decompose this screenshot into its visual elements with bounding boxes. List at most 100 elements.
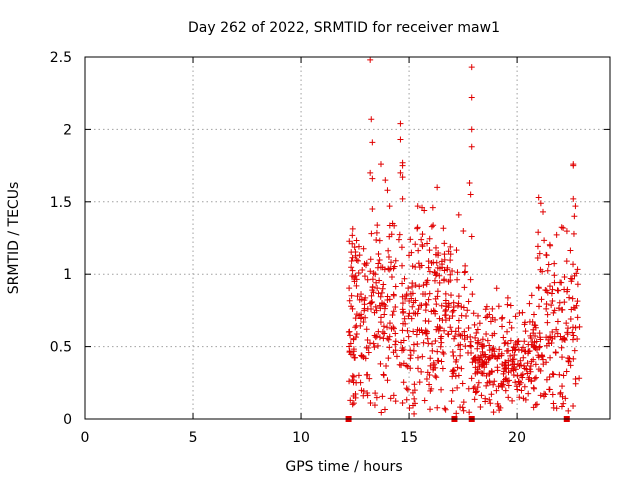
data-point xyxy=(432,244,439,251)
data-point xyxy=(410,299,417,306)
data-point-outlier xyxy=(397,136,404,143)
x-tick-label: 15 xyxy=(400,430,418,446)
data-point xyxy=(373,307,380,314)
data-point xyxy=(532,401,539,408)
data-point xyxy=(447,251,454,258)
data-point xyxy=(367,340,374,347)
data-point xyxy=(360,318,367,325)
data-point xyxy=(367,256,374,263)
data-point xyxy=(425,258,432,265)
data-point xyxy=(430,222,437,229)
data-point xyxy=(426,268,433,275)
data-point xyxy=(554,287,561,294)
data-point xyxy=(353,257,360,264)
data-point-outlier xyxy=(397,169,404,176)
data-point xyxy=(514,386,521,393)
data-point xyxy=(488,391,495,398)
data-point xyxy=(408,295,415,302)
data-point xyxy=(537,392,544,399)
data-point xyxy=(534,255,541,262)
data-point xyxy=(447,277,454,284)
data-point xyxy=(392,330,399,337)
data-point xyxy=(487,400,494,407)
data-point xyxy=(450,352,457,359)
data-point xyxy=(402,295,409,302)
data-point xyxy=(518,387,525,394)
data-point xyxy=(520,395,527,402)
data-point xyxy=(519,309,526,316)
data-point xyxy=(385,336,392,343)
data-point xyxy=(404,363,411,370)
data-point xyxy=(483,382,490,389)
data-point xyxy=(563,368,570,375)
data-point xyxy=(535,354,542,361)
data-point xyxy=(447,243,454,250)
data-point xyxy=(350,336,357,343)
data-point-outlier xyxy=(414,203,421,210)
data-point xyxy=(369,284,376,291)
data-point xyxy=(532,361,539,368)
data-point xyxy=(574,266,581,273)
data-point xyxy=(570,230,577,237)
data-point xyxy=(502,339,509,346)
data-point xyxy=(569,295,576,302)
data-point xyxy=(538,296,545,303)
data-point xyxy=(551,279,558,286)
data-point xyxy=(563,228,570,235)
data-point xyxy=(569,324,576,331)
data-point xyxy=(390,392,397,399)
data-point xyxy=(472,334,479,341)
data-point xyxy=(454,302,461,309)
data-point xyxy=(521,338,528,345)
data-point xyxy=(399,262,406,269)
data-point xyxy=(431,277,438,284)
data-point xyxy=(557,391,564,398)
data-point xyxy=(490,409,497,416)
data-point xyxy=(479,348,486,355)
data-point xyxy=(449,349,456,356)
data-point xyxy=(372,303,379,310)
data-point xyxy=(413,331,420,338)
data-point-outlier xyxy=(377,161,384,168)
data-point xyxy=(543,305,550,312)
data-point xyxy=(518,347,525,354)
data-point xyxy=(399,327,406,334)
x-tick-label: 20 xyxy=(508,430,526,446)
data-point xyxy=(359,266,366,273)
data-point xyxy=(419,231,426,238)
data-point xyxy=(349,377,356,384)
data-point-outlier xyxy=(468,126,475,133)
data-point xyxy=(478,341,485,348)
data-point xyxy=(516,381,523,388)
data-point xyxy=(503,347,510,354)
data-point xyxy=(352,354,359,361)
data-point xyxy=(358,352,365,359)
data-point xyxy=(419,329,426,336)
data-point-outlier xyxy=(399,162,406,169)
data-point xyxy=(415,306,422,313)
data-point xyxy=(498,315,505,322)
data-point xyxy=(378,289,385,296)
data-point-outlier xyxy=(467,191,474,198)
data-point xyxy=(561,299,568,306)
data-point xyxy=(376,257,383,264)
data-point xyxy=(380,281,387,288)
data-point xyxy=(532,332,539,339)
data-point xyxy=(444,266,451,273)
data-point xyxy=(569,336,576,343)
data-point xyxy=(473,388,480,395)
data-point xyxy=(507,352,514,359)
data-point xyxy=(353,330,360,337)
data-point xyxy=(363,262,370,269)
data-point xyxy=(521,383,528,390)
data-point xyxy=(362,355,369,362)
data-point xyxy=(375,250,382,257)
data-point xyxy=(572,324,579,331)
data-point xyxy=(455,293,462,300)
data-point-outlier xyxy=(399,174,406,181)
data-point xyxy=(464,307,471,314)
data-point xyxy=(483,303,490,310)
data-point xyxy=(349,305,356,312)
data-point xyxy=(434,288,441,295)
data-point xyxy=(432,295,439,302)
